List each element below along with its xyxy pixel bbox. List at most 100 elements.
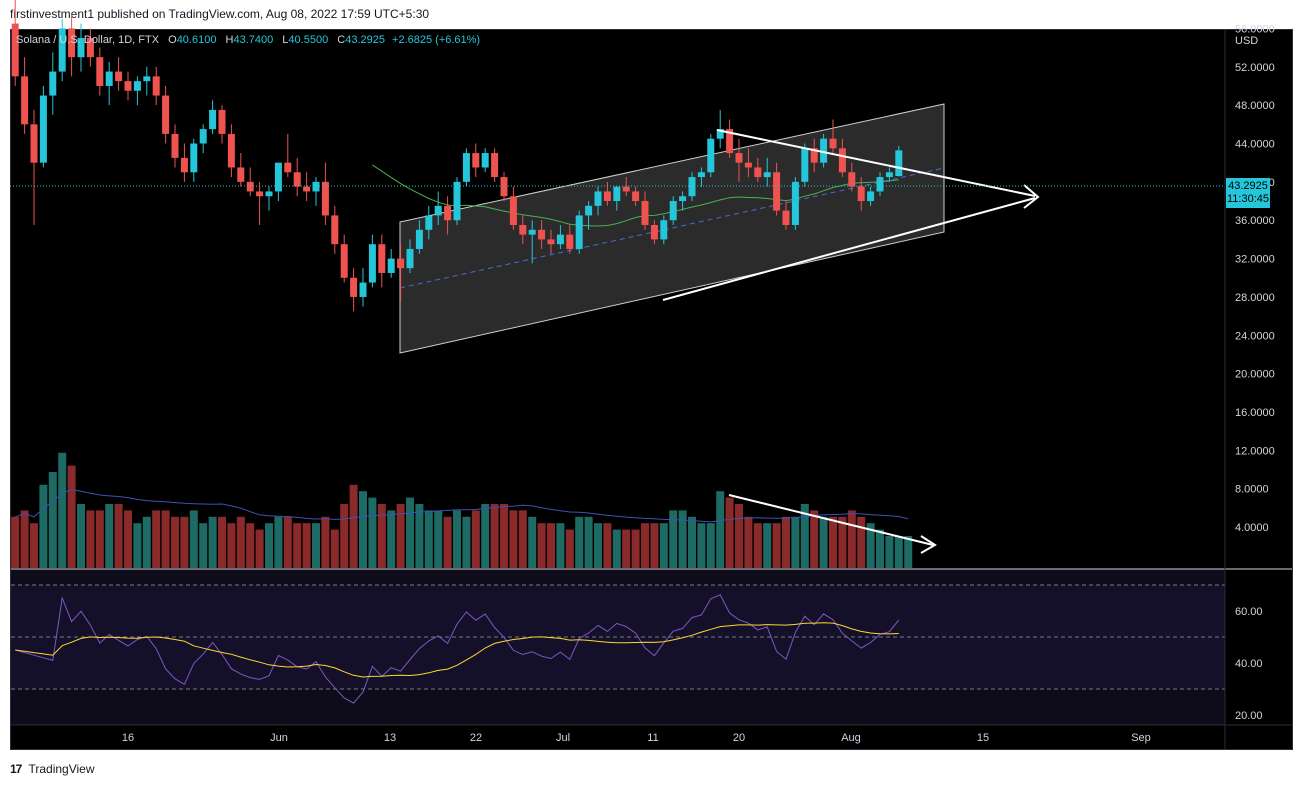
candle — [547, 229, 555, 254]
candle-body — [331, 215, 339, 245]
candle — [519, 215, 527, 245]
candle-body — [613, 186, 621, 202]
volume-bar — [763, 523, 772, 568]
footer-brand[interactable]: TradingView — [28, 762, 95, 776]
volume-bar — [641, 523, 649, 568]
volume-bar — [518, 510, 527, 568]
candle-body — [575, 215, 583, 249]
candle — [180, 143, 188, 182]
volume-bar — [283, 516, 292, 568]
candle-body — [632, 191, 640, 202]
candle — [387, 248, 395, 278]
candle-body — [885, 172, 893, 178]
candle-body — [528, 229, 536, 235]
candle-body — [848, 172, 856, 187]
candle-body — [21, 76, 29, 125]
candle-body — [293, 172, 301, 187]
candle-body — [735, 153, 743, 163]
volume-bar — [30, 523, 38, 568]
candle — [133, 76, 141, 106]
volume-bar — [471, 510, 480, 568]
candle-body — [218, 109, 226, 134]
volume-bar — [800, 504, 809, 568]
volume-bar — [697, 523, 706, 568]
candle — [538, 220, 546, 249]
price-axis-label: 12.0000 — [1235, 445, 1275, 457]
volume-bar — [706, 523, 715, 568]
rsi-axis-label: 40.00 — [1235, 658, 1263, 670]
candle-body — [876, 177, 884, 192]
volume-bar — [86, 510, 95, 568]
candle-body — [481, 153, 489, 168]
candle-body — [641, 201, 649, 226]
candle — [885, 167, 893, 182]
volume-bar — [199, 523, 208, 568]
tradingview-logo-icon[interactable]: 17 — [10, 762, 22, 776]
open-label: O — [168, 34, 177, 46]
volume-bar — [904, 536, 913, 568]
candle-body — [143, 76, 151, 82]
trendline-layer — [10, 129, 1225, 554]
footer[interactable]: 17 TradingView — [10, 762, 95, 776]
volume-bar — [688, 516, 696, 568]
volume-bar — [11, 516, 20, 568]
candle-body — [603, 191, 611, 202]
candle-body — [763, 172, 771, 178]
volume-bar — [876, 529, 884, 568]
candle — [848, 162, 856, 192]
candle — [838, 138, 846, 178]
volume-bar — [829, 516, 837, 568]
time-axis-label: Jul — [556, 732, 570, 744]
volume-bar — [650, 523, 659, 568]
candle-body — [801, 148, 809, 182]
candle — [491, 148, 499, 182]
time-axis-label: 11 — [647, 732, 658, 744]
candle-body — [773, 172, 781, 211]
price-axis-label: 44.0000 — [1235, 139, 1275, 151]
candle — [425, 205, 433, 240]
candle — [190, 138, 198, 182]
volume-bar — [584, 516, 593, 568]
last-price-value: 43.2925 — [1228, 180, 1268, 192]
candle-body — [49, 71, 57, 96]
volume-bar — [424, 510, 433, 568]
candle-body — [227, 133, 235, 168]
volume-bar — [810, 510, 819, 568]
symbol-legend[interactable]: Solana / U.S. Dollar, 1D, FTX O40.6100 H… — [16, 34, 480, 46]
candle — [641, 191, 649, 230]
candle — [58, 18, 66, 82]
volume-bar — [537, 523, 546, 568]
candle-body — [453, 181, 461, 221]
volume-bar — [716, 491, 725, 568]
volume-bar — [387, 510, 396, 568]
price-axis-label: 8.0000 — [1235, 484, 1269, 496]
candle-body — [744, 162, 752, 168]
candle — [11, 0, 19, 86]
candle — [585, 201, 593, 230]
candle — [820, 133, 828, 168]
candle-body — [96, 57, 104, 86]
volume-bar — [330, 529, 339, 568]
candle-body — [594, 191, 602, 206]
candle-body — [359, 282, 367, 297]
candle-body — [199, 129, 207, 144]
candle — [265, 186, 273, 211]
candle-layer — [11, 0, 903, 312]
volume-bar — [340, 504, 349, 568]
rsi-axis-label: 60.00 — [1235, 606, 1263, 618]
volume-bar — [603, 523, 612, 568]
candle-body — [491, 153, 499, 178]
candle-body — [754, 167, 762, 178]
volume-bar — [735, 504, 743, 568]
candle-body — [519, 225, 527, 235]
candle-body — [115, 71, 123, 82]
candle — [791, 177, 799, 230]
candle-body — [152, 76, 160, 96]
symbol-name[interactable]: Solana / U.S. Dollar, 1D, FTX — [16, 34, 160, 46]
candle — [876, 172, 884, 197]
volume-bar — [838, 516, 847, 568]
candle-body — [350, 277, 358, 297]
candle-body — [688, 177, 696, 197]
candle-body — [124, 81, 132, 91]
